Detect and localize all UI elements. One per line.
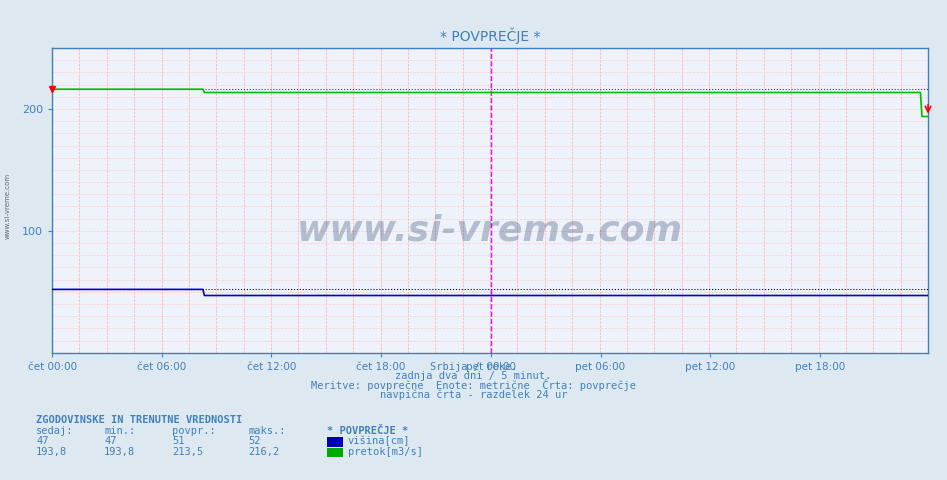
Text: Srbija / reke.: Srbija / reke. xyxy=(430,361,517,372)
Text: min.:: min.: xyxy=(104,426,135,436)
Text: 216,2: 216,2 xyxy=(248,447,279,457)
Text: * POVPREČJE *: * POVPREČJE * xyxy=(327,426,408,436)
Text: www.si-vreme.com: www.si-vreme.com xyxy=(297,214,683,248)
Text: povpr.:: povpr.: xyxy=(172,426,216,436)
Text: višina[cm]: višina[cm] xyxy=(348,436,410,446)
Text: ZGODOVINSKE IN TRENUTNE VREDNOSTI: ZGODOVINSKE IN TRENUTNE VREDNOSTI xyxy=(36,415,242,425)
Text: zadnja dva dni / 5 minut.: zadnja dva dni / 5 minut. xyxy=(396,371,551,381)
Text: 47: 47 xyxy=(36,436,48,446)
Text: pretok[m3/s]: pretok[m3/s] xyxy=(348,447,422,457)
Text: maks.:: maks.: xyxy=(248,426,286,436)
Text: www.si-vreme.com: www.si-vreme.com xyxy=(5,173,10,240)
Title: * POVPREČJE *: * POVPREČJE * xyxy=(439,27,541,44)
Text: 193,8: 193,8 xyxy=(36,447,67,457)
Text: navpična črta - razdelek 24 ur: navpična črta - razdelek 24 ur xyxy=(380,390,567,400)
Text: 52: 52 xyxy=(248,436,260,446)
Text: Meritve: povprečne  Enote: metrične  Črta: povprečje: Meritve: povprečne Enote: metrične Črta:… xyxy=(311,379,636,391)
Text: sedaj:: sedaj: xyxy=(36,426,74,436)
Text: 51: 51 xyxy=(172,436,185,446)
Text: 193,8: 193,8 xyxy=(104,447,135,457)
Text: 47: 47 xyxy=(104,436,116,446)
Text: 213,5: 213,5 xyxy=(172,447,204,457)
